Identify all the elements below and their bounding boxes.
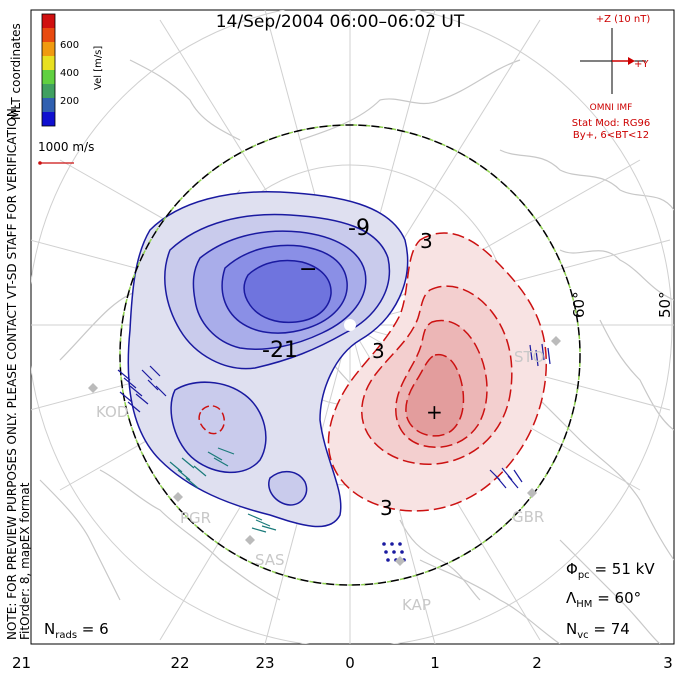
station-markers: [88, 336, 561, 566]
contour-label-minus21: -21: [262, 338, 298, 363]
contour-label-3c: 3: [420, 229, 433, 253]
mlt-label-3: 3: [663, 654, 673, 672]
hm-boundary-dash: [119, 124, 581, 586]
station-label-sas: SAS: [255, 551, 285, 569]
colorbar-swatch: [42, 42, 55, 56]
stat-n-vc: Nvc = 74: [566, 620, 630, 641]
mlt-label-22: 22: [170, 654, 189, 672]
contour-label-minus9: -9: [348, 216, 370, 241]
vector-cluster-gbr: [489, 467, 523, 489]
colorbar-swatch: [42, 14, 55, 28]
mlt-label-2: 2: [532, 654, 542, 672]
imf-z-label: +Z (10 nT): [596, 14, 651, 25]
contour-label-3b: 3: [380, 496, 393, 520]
negative-contour-lobe: [170, 381, 267, 474]
station-label-gbr: GBR: [512, 508, 544, 526]
imf-clock: +Z (10 nT) +Y OMNI IMF Stat Mod: RG96 By…: [572, 14, 651, 141]
reference-vector-label: 1000 m/s: [38, 140, 94, 154]
preview-note: NOTE: FOR PREVIEW PURPOSES ONLY. PLEASE …: [5, 104, 19, 640]
stat-phi-pc-value: 51 kV: [612, 560, 656, 578]
mlt-axis: 21 22 23 0 1 2 3: [12, 654, 673, 672]
reference-vector-origin: [38, 161, 42, 165]
vector-cluster-kod: [117, 365, 167, 413]
imf-condition-label: By+, 6<BT<12: [573, 130, 649, 141]
colorbar-swatch: [42, 84, 55, 98]
positive-contour-small: [198, 405, 225, 435]
colorbar-swatch: [42, 28, 55, 42]
stat-n-rads: Nrads = 6: [44, 620, 109, 641]
mlt-label-0: 0: [345, 654, 355, 672]
colorbar-swatch: [42, 70, 55, 84]
colorbar-swatch: [42, 98, 55, 112]
pole-marker: [344, 319, 356, 331]
coordinates-label: MLT coordinates: [9, 23, 23, 120]
colorbar-swatch: [42, 56, 55, 70]
positive-contour-4: [405, 353, 465, 437]
potential-minimum-marker: −: [299, 257, 317, 282]
negative-contour-5: [243, 259, 332, 324]
contour-labels: -9 -21 3 3 3: [262, 216, 433, 520]
latitude-label-60: 60°: [570, 291, 588, 318]
colorbar-swatch: [42, 112, 55, 126]
mlt-label-1: 1: [430, 654, 440, 672]
station-label-sto: STO: [514, 348, 545, 366]
stat-model-label: Stat Mod: RG96: [572, 118, 651, 129]
mlt-label-23: 23: [255, 654, 274, 672]
latitude-label-50: 50°: [656, 291, 674, 318]
colorbar-tick-200: 200: [60, 96, 79, 107]
potential-maximum-marker: +: [426, 400, 443, 424]
stat-n-vc-value: 74: [611, 620, 630, 638]
station-label-kap: KAP: [402, 596, 431, 614]
imf-source-label: OMNI IMF: [590, 103, 633, 113]
stat-lambda-hm: ΛHM = 60°: [566, 589, 641, 610]
vector-cluster-sto: [529, 343, 551, 367]
station-labels: KOD PGR SAS KAP GBR STO: [96, 348, 545, 614]
colorbar-unit-label: Vel [m/s]: [93, 46, 104, 90]
station-label-pgr: PGR: [180, 509, 211, 527]
negative-contour-lobe-small: [268, 470, 308, 506]
stat-lambda-hm-value: 60°: [615, 589, 642, 607]
positive-potential-cell: [198, 232, 548, 512]
map-title: 14/Sep/2004 06:00–06:02 UT: [216, 12, 465, 32]
colorbar-tick-400: 400: [60, 68, 79, 79]
fit-order-note: FitOrder: 8, mapEX format: [18, 482, 32, 640]
mlt-label-21: 21: [12, 654, 31, 672]
imf-y-label: +Y: [634, 59, 649, 70]
velocity-colorbar: 600 400 200 Vel [m/s]: [41, 13, 104, 127]
negative-potential-cell: [127, 191, 409, 528]
vector-cluster-pgr: [169, 447, 235, 489]
station-label-kod: KOD: [96, 403, 128, 421]
colorbar-tick-600: 600: [60, 40, 79, 51]
contour-label-3a: 3: [372, 339, 385, 363]
vector-cluster-sas: [247, 513, 277, 533]
stat-n-rads-value: 6: [99, 620, 109, 638]
hm-boundary: [119, 124, 581, 586]
